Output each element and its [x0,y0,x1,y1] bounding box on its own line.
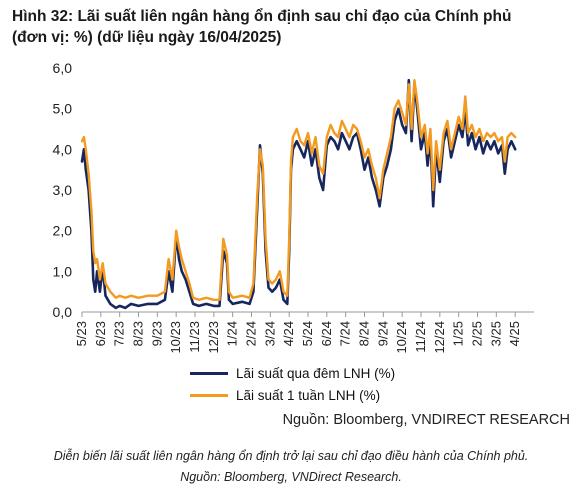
x-tick-label: 1/24 [225,321,240,346]
x-tick-label: 11/23 [187,321,202,353]
chart-legend: Lãi suất qua đêm LNH (%) Lãi suất 1 tuần… [190,362,395,406]
x-tick-label: 10/24 [394,321,409,354]
y-tick-label: 0,0 [53,304,73,320]
y-tick-label: 2,0 [53,223,73,239]
x-tick-label: 5/23 [74,321,89,346]
source-note: Nguồn: Bloomberg, VNDIRECT RESEARCH [282,412,570,428]
x-tick-label: 3/25 [488,321,503,346]
x-tick-label: 11/24 [413,321,428,353]
y-tick-label: 4,0 [53,141,73,157]
x-tick-label: 5/24 [300,321,315,346]
x-tick-label: 2/25 [470,321,485,346]
chart-title-line-2: (đơn vị: %) (dữ liệu ngày 16/04/2025) [12,29,282,46]
legend-swatch-overnight [190,371,228,375]
x-tick-label: 8/24 [357,321,372,346]
x-tick-label: 8/23 [131,321,146,346]
x-tick-label: 10/23 [168,321,183,354]
chart-title-line-1: Hình 32: Lãi suất liên ngân hàng ổn định… [12,8,512,25]
legend-item-overnight: Lãi suất qua đêm LNH (%) [190,362,395,384]
chart-title: Hình 32: Lãi suất liên ngân hàng ổn định… [12,6,572,48]
x-tick-label: 2/24 [244,321,259,346]
y-tick-label: 3,0 [53,182,73,198]
caption-line-2: Nguồn: Bloomberg, VNDirect Research. [180,470,402,484]
x-tick-label: 1/25 [451,321,466,346]
y-axis: 0,0 1,0 2,0 3,0 4,0 5,0 6,0 [53,60,73,320]
legend-swatch-1week [190,393,228,397]
x-tick-label: 4/25 [507,321,522,346]
series-line-1week [80,79,517,301]
x-tick-label: 9/24 [375,321,390,346]
legend-label-overnight: Lãi suất qua đêm LNH (%) [236,365,396,381]
x-tick-label: 7/24 [338,321,353,346]
x-tick-label: 4/24 [281,321,296,346]
series-line-overnight [80,78,517,310]
series-lines [80,78,517,310]
x-tick-label: 3/24 [262,321,277,346]
x-axis: 5/23 6/23 7/23 8/23 9/23 10/23 11/23 12/23 1/24 2… [74,311,534,354]
x-tick-label: 12/24 [432,321,447,354]
y-tick-label: 1,0 [53,263,73,279]
x-tick-label: 6/23 [93,321,108,346]
caption-line-1: Diễn biến lãi suất liên ngân hàng ổn địn… [53,449,529,463]
x-tick-label: 9/23 [149,321,164,346]
figure-caption: Diễn biến lãi suất liên ngân hàng ổn địn… [0,446,582,488]
y-tick-label: 5,0 [53,101,73,117]
x-tick-label: 7/23 [112,321,127,346]
line-chart: 0,01,02,03,04,05,06,0 5/23 6/23 7/23 8/23 9/… [53,60,534,354]
legend-label-1week: Lãi suất 1 tuần LNH (%) [236,387,381,403]
legend-item-1week: Lãi suất 1 tuần LNH (%) [190,384,395,406]
y-tick-label: 6,0 [53,60,73,76]
x-tick-label: 12/23 [206,321,221,354]
x-tick-label: 6/24 [319,321,334,346]
